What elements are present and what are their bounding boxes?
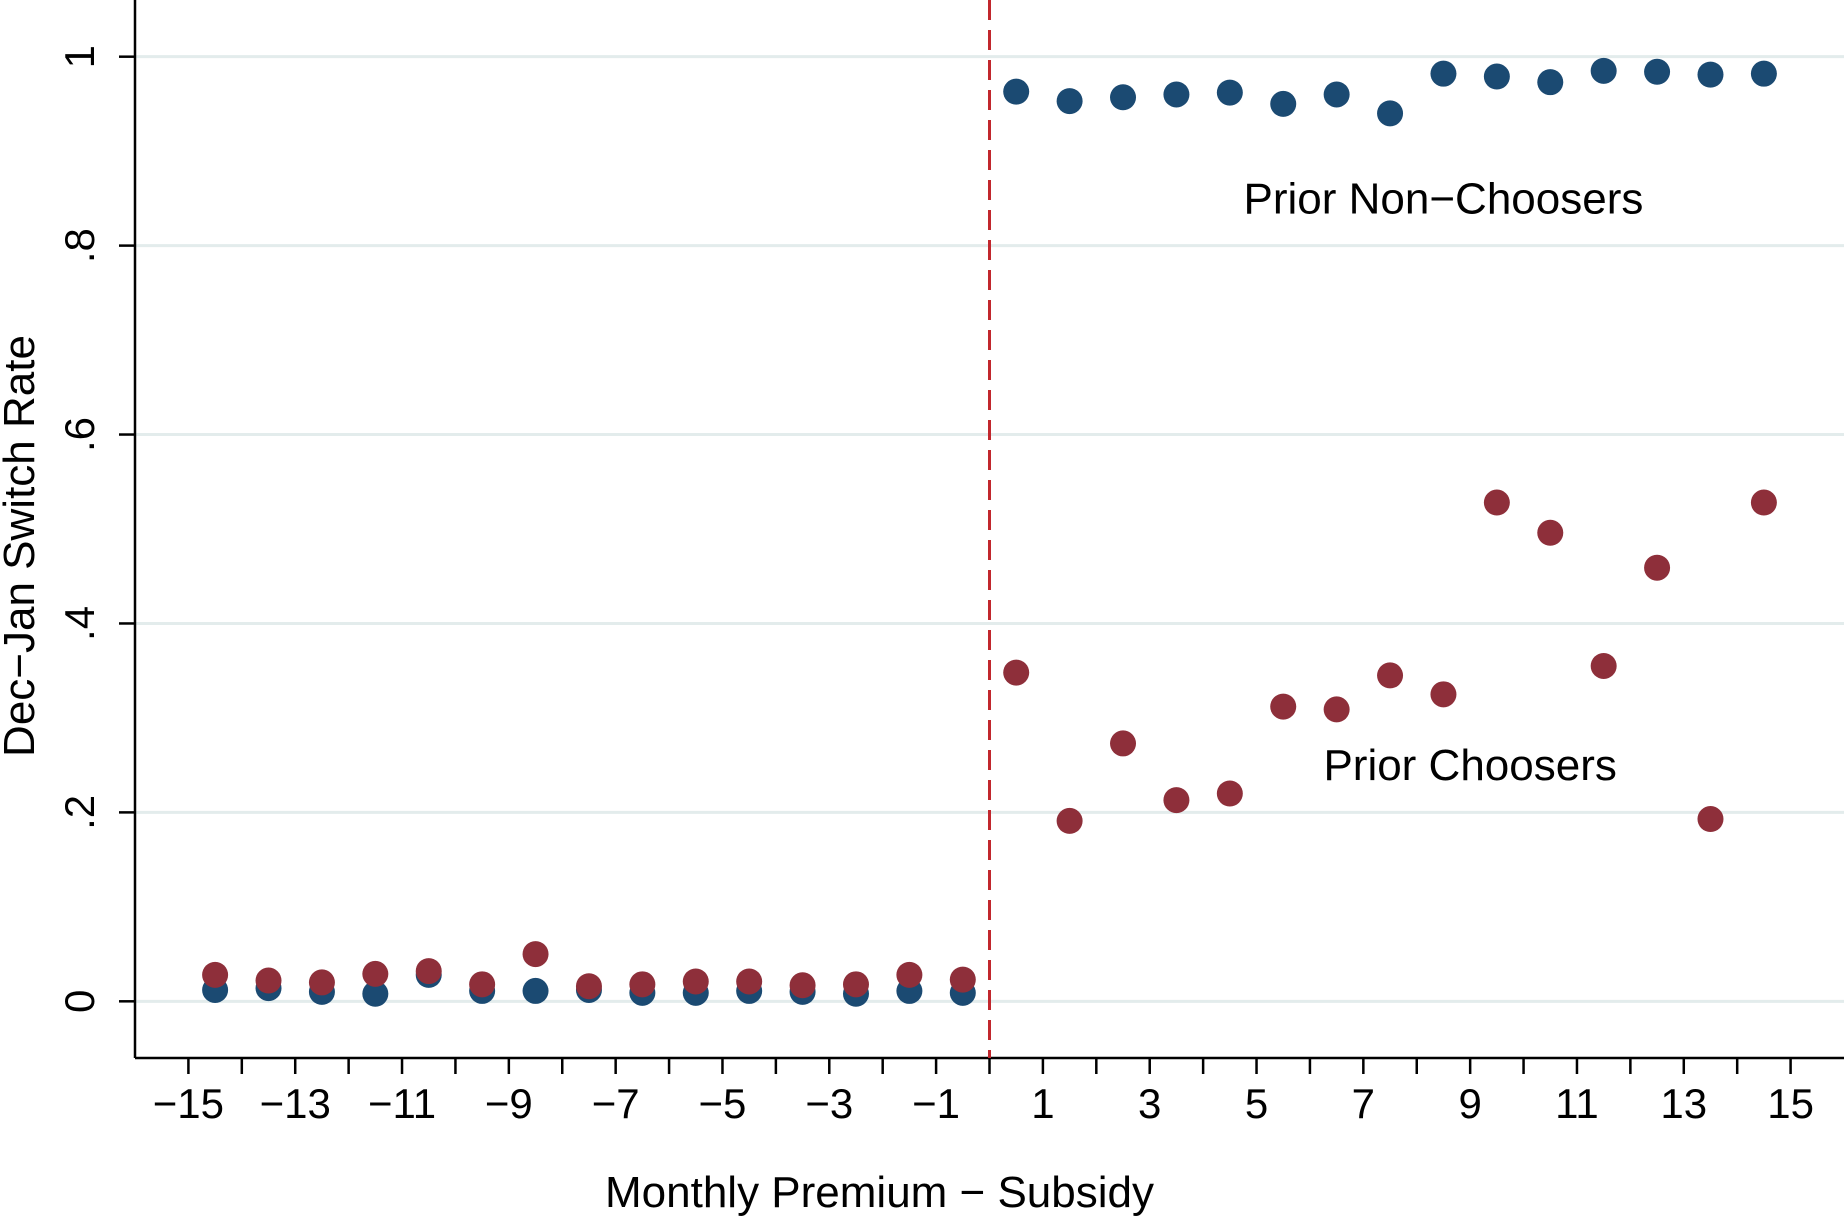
x-tick-label: 9 [1458,1080,1481,1127]
non-chooser-point [362,980,389,1007]
x-tick-label: 3 [1138,1080,1161,1127]
x-tick-label: 5 [1245,1080,1268,1127]
y-tick-label: 1 [56,45,103,68]
non-chooser-point [1483,63,1510,90]
x-tick-label: 7 [1352,1080,1375,1127]
non-chooser-point [1056,88,1083,115]
x-tick-label: 15 [1767,1080,1814,1127]
chooser-point [1750,489,1777,516]
x-tick-label: −7 [592,1080,640,1127]
non-chooser-point [1377,100,1404,127]
annotation-prior-choosers: Prior Choosers [1323,741,1616,790]
chooser-point [1644,554,1671,581]
chooser-point [1323,696,1350,723]
x-tick-label: −3 [805,1080,853,1127]
chooser-point [1697,806,1724,833]
chooser-point [1537,519,1564,546]
y-tick-label: 0 [56,990,103,1013]
non-chooser-point [1697,61,1724,88]
y-tick-label: .4 [56,606,103,641]
chooser-point [362,960,389,987]
non-chooser-point [1750,60,1777,87]
y-tick-label: .6 [56,417,103,452]
non-chooser-point [1003,78,1030,105]
y-axis-title: Dec−Jan Switch Rate [0,335,44,757]
chooser-point [1056,807,1083,834]
non-chooser-point [1323,81,1350,108]
chooser-point [789,972,816,999]
chooser-point [469,971,496,998]
non-chooser-point [1537,69,1564,96]
non-chooser-point [1163,81,1190,108]
chooser-point [1003,659,1030,686]
chooser-point [255,967,282,994]
chooser-point [1430,681,1457,708]
chooser-point [682,968,709,995]
y-axis-ticks: 0 .2 .4 .6 .8 1 [56,45,135,1013]
data-points [202,57,1777,1007]
y-tick-label: .2 [56,795,103,830]
non-chooser-point [1110,84,1137,111]
chooser-point [949,966,976,993]
x-axis-title: Monthly Premium − Subsidy [605,1168,1154,1217]
non-chooser-point [522,977,549,1004]
annotation-prior-non-choosers: Prior Non−Choosers [1244,174,1644,223]
chooser-point [575,973,602,1000]
x-tick-label: 13 [1660,1080,1707,1127]
y-tick-label: .8 [56,228,103,263]
x-tick-label: 11 [1555,1080,1599,1127]
chooser-point [308,969,335,996]
chooser-point [736,968,763,995]
annotations: Prior Non−Choosers Prior Choosers [1244,174,1644,790]
non-chooser-point [1644,58,1671,85]
non-chooser-point [1216,79,1243,106]
chooser-point [1163,787,1190,814]
chooser-point [522,941,549,968]
x-tick-label: −13 [260,1080,331,1127]
x-tick-label: −15 [153,1080,224,1127]
chooser-point [629,971,656,998]
non-chooser-point [1430,60,1457,87]
chooser-point [415,958,442,985]
x-axis-ticks: −15 −13 −11 −9 −7 −5 −3 −1 1 3 5 7 9 11 13 15 [153,1058,1814,1127]
chooser-point [1590,652,1617,679]
x-tick-label: −5 [699,1080,747,1127]
chooser-point [1216,780,1243,807]
x-tick-label: −11 [368,1080,436,1127]
chooser-point [1483,489,1510,516]
x-tick-label: −1 [912,1080,960,1127]
chooser-point [1110,730,1137,757]
non-chooser-point [1270,90,1297,117]
chooser-point [842,971,869,998]
chooser-point [896,961,923,988]
chooser-point [1270,693,1297,720]
chooser-point [202,961,229,988]
x-tick-label: 1 [1031,1080,1054,1127]
x-tick-label: −9 [485,1080,533,1127]
non-chooser-point [1590,57,1617,84]
chooser-point [1377,662,1404,689]
